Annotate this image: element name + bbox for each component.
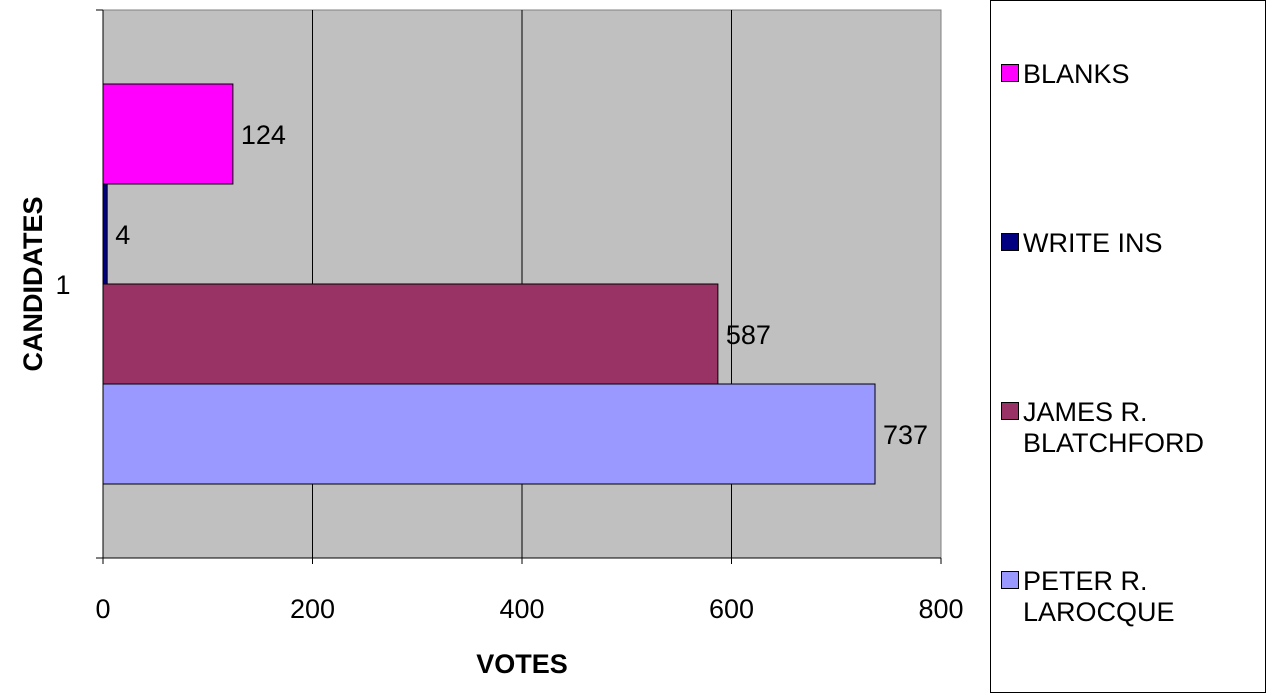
x-axis-title: VOTES <box>476 649 568 679</box>
x-tick-label: 600 <box>709 594 754 624</box>
legend-item: BLANKS <box>1001 59 1267 90</box>
data-label: 4 <box>115 220 130 250</box>
legend-label: JAMES R. BLATCHFORD <box>1023 397 1205 458</box>
data-label: 124 <box>241 120 286 150</box>
x-tick-label: 200 <box>290 594 335 624</box>
data-label: 737 <box>883 420 928 450</box>
chart-canvas: 737 587 4 124 0 200 400 600 800 1 VOTES CANDIDAT… <box>18 9 964 679</box>
legend: BLANKS WRITE INS JAMES R. BLATCHFORD PETER … <box>990 0 1266 693</box>
legend-item: WRITE INS <box>1001 228 1267 259</box>
bar-blanks <box>102 83 234 185</box>
y-axis-title: CANDIDATES <box>18 197 48 372</box>
legend-label: BLANKS <box>1023 59 1130 89</box>
legend-item: JAMES R. BLATCHFORD <box>1001 397 1267 459</box>
bar-james-r-blatchford <box>102 283 719 385</box>
legend-swatch <box>1001 571 1019 589</box>
legend-swatch <box>1001 402 1019 420</box>
data-label: 587 <box>726 320 771 350</box>
legend-item: PETER R. LAROCQUE <box>1001 566 1267 628</box>
legend-swatch <box>1001 64 1019 82</box>
legend-label: WRITE INS <box>1023 228 1163 258</box>
x-tick-label: 800 <box>918 594 963 624</box>
bars: 737 587 4 124 <box>102 83 928 485</box>
bar-write-ins <box>102 183 108 285</box>
x-tick-label: 400 <box>499 594 544 624</box>
axes: 0 200 400 600 800 1 <box>55 9 964 624</box>
y-category-label: 1 <box>55 270 70 300</box>
legend-swatch <box>1001 233 1019 251</box>
x-tick-label: 0 <box>95 594 110 624</box>
legend-label: PETER R. LAROCQUE <box>1023 566 1175 627</box>
bar-peter-r-larocque <box>102 383 876 485</box>
